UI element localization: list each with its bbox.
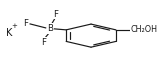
- Text: F: F: [53, 10, 58, 19]
- Text: +: +: [11, 23, 17, 29]
- Text: F: F: [23, 19, 28, 28]
- Text: K: K: [6, 28, 12, 38]
- Text: F: F: [42, 38, 47, 47]
- Text: B: B: [48, 24, 54, 33]
- Text: CH₂OH: CH₂OH: [131, 25, 158, 34]
